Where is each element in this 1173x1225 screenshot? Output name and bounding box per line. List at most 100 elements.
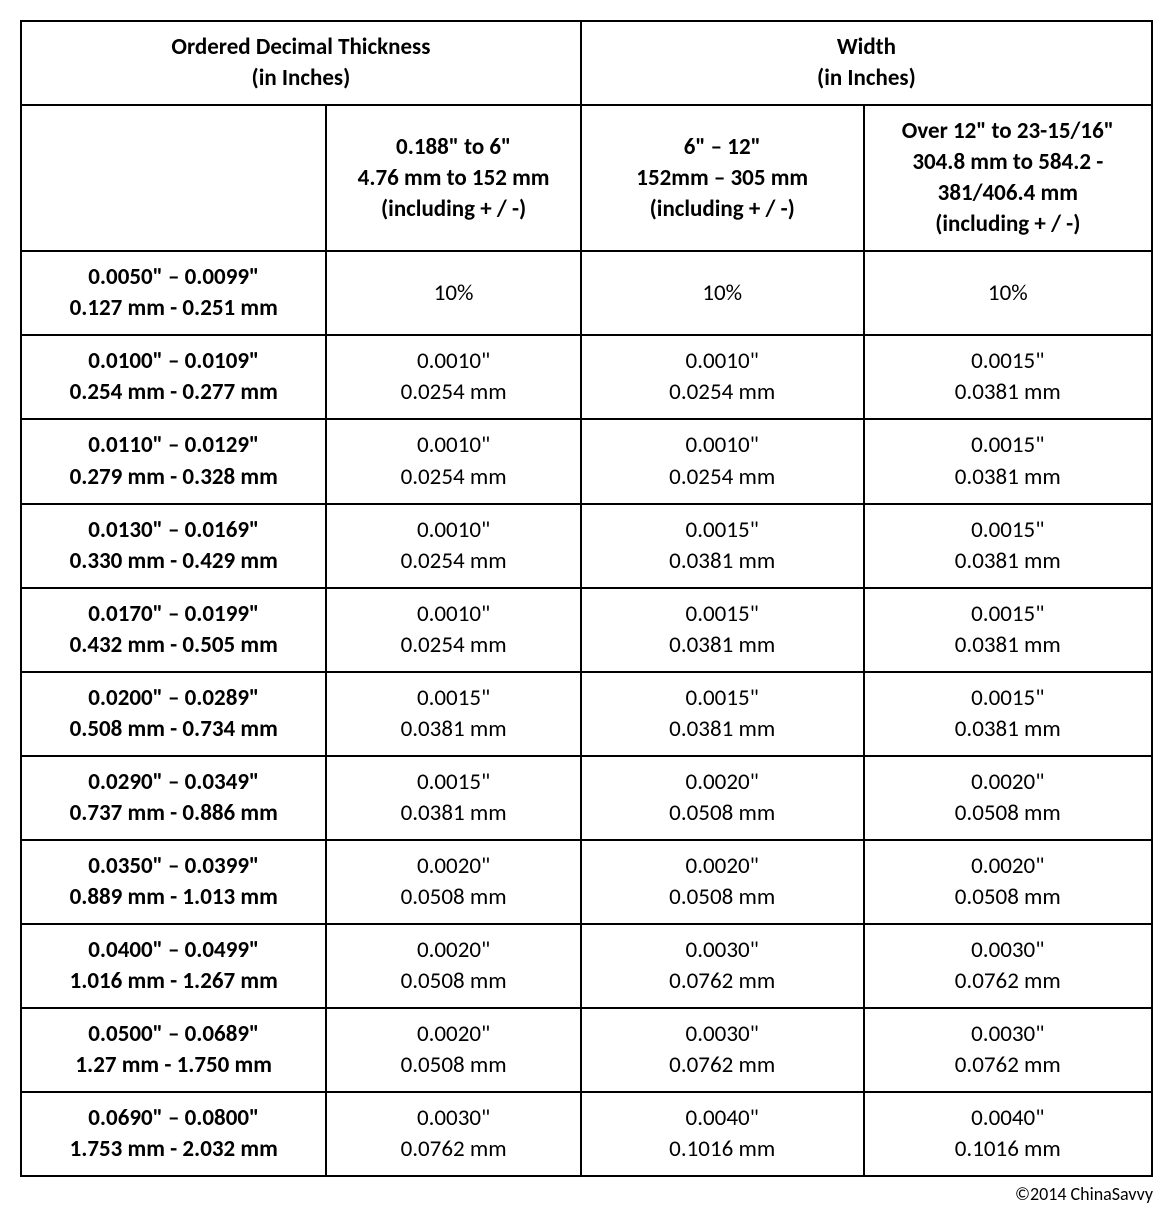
cell-value-mm: 0.0762 mm [401, 1135, 507, 1163]
cell-c4: 0.0040"0.1016 mm [864, 1092, 1152, 1176]
cell-c3: 0.0020"0.0508 mm [581, 840, 864, 924]
header-row-1: Ordered Decimal Thickness (in Inches) Wi… [21, 21, 1152, 105]
cell-c4: 0.0015"0.0381 mm [864, 588, 1152, 672]
cell-c3: 0.0015"0.0381 mm [581, 504, 864, 588]
table-row: 0.0170" – 0.0199"0.432 mm - 0.505 mm0.00… [21, 588, 1152, 672]
cell-value-mm: 0.0508 mm [401, 883, 507, 911]
cell-c3: 0.0010"0.0254 mm [581, 335, 864, 419]
header-row-2: 0.188" to 6" 4.76 mm to 152 mm (includin… [21, 105, 1152, 251]
subheader-col2-l2: 4.76 mm to 152 mm [358, 164, 550, 192]
cell-c2: 0.0010" 0.0254 mm [326, 588, 580, 672]
cell-value-inches: 0.0020" [417, 1020, 490, 1048]
cell-value-inches: 0.0020" [417, 852, 490, 880]
cell-value-mm: 0.0381 mm [955, 378, 1061, 406]
row-label: 0.0500" – 0.0689"1.27 mm - 1.750 mm [21, 1008, 326, 1092]
row-label-mm: 1.016 mm - 1.267 mm [70, 967, 278, 995]
row-label-mm: 1.753 mm - 2.032 mm [70, 1135, 278, 1163]
row-label-inches: 0.0500" – 0.0689" [88, 1020, 259, 1048]
cell-value-mm: 0.0254 mm [401, 378, 507, 406]
cell-value-mm: 0.0381 mm [401, 799, 507, 827]
cell-value-inches: 0.0015" [971, 684, 1044, 712]
cell-value-mm: 0.0381 mm [955, 463, 1061, 491]
cell-c3: 0.0030" 0.0762 mm [581, 924, 864, 1008]
table-row: 0.0110" – 0.0129" 0.279 mm - 0.328 mm 0.00… [21, 419, 1152, 503]
cell-value-mm: 0.0381 mm [669, 547, 775, 575]
row-label-mm: 0.127 mm - 0.251 mm [70, 294, 278, 322]
row-label-mm: 0.737 mm - 0.886 mm [70, 799, 278, 827]
subheader-col3: 6" – 12" 152mm – 305 mm (including + / -… [581, 105, 864, 251]
cell-value-mm: 0.0381 mm [955, 547, 1061, 575]
cell-value-inches: 0.0030" [686, 1020, 759, 1048]
cell-value-mm: 0.0508 mm [669, 799, 775, 827]
row-label-mm: 0.254 mm - 0.277 mm [70, 378, 278, 406]
cell-value-inches: 0.0010" [417, 431, 490, 459]
cell-value-mm: 0.0762 mm [669, 1051, 775, 1079]
subheader-col2-l3: (including + / -) [381, 195, 526, 223]
table-row: 0.0400" – 0.0499"1.016 mm - 1.267 mm0.00… [21, 924, 1152, 1008]
cell-value-mm: 0.0508 mm [955, 799, 1061, 827]
table-row: 0.0130" – 0.0169" 0.330 mm - 0.429 mm 0.00… [21, 504, 1152, 588]
row-label: 0.0050" – 0.0099" 0.127 mm - 0.251 mm [21, 251, 326, 335]
subheader-col3-l2: 152mm – 305 mm [636, 164, 808, 192]
cell-value-inches: 0.0010" [417, 516, 490, 544]
cell-value-mm: 0.0254 mm [401, 547, 507, 575]
cell-c4: 0.0015"0.0381 mm [864, 335, 1152, 419]
cell-c3: 0.0030" 0.0762 mm [581, 1008, 864, 1092]
row-label-inches: 0.0200" – 0.0289" [88, 684, 259, 712]
row-label: 0.0350" – 0.0399" 0.889 mm - 1.013 mm [21, 840, 326, 924]
header-width-line2: (in Inches) [817, 64, 916, 92]
cell-c3: 0.0015"0.0381 mm [581, 588, 864, 672]
cell-c4: 10% [864, 251, 1152, 335]
cell-value-mm: 0.1016 mm [669, 1135, 775, 1163]
cell-value-mm: 0.0508 mm [401, 967, 507, 995]
cell-value-inches: 0.0020" [686, 852, 759, 880]
cell-value-inches: 0.0010" [417, 600, 490, 628]
subheader-col4-l2: 304.8 mm to 584.2 - 381/406.4 mm [912, 148, 1103, 207]
row-label: 0.0100" – 0.0109"0.254 mm - 0.277 mm [21, 335, 326, 419]
header-width-line1: Width [837, 33, 896, 61]
row-label-mm: 0.889 mm - 1.013 mm [70, 883, 278, 911]
subheader-empty [21, 105, 326, 251]
cell-value-inches: 0.0015" [971, 431, 1044, 459]
tolerance-table: Ordered Decimal Thickness (in Inches) Wi… [20, 20, 1153, 1177]
row-label-inches: 0.0290" – 0.0349" [88, 768, 259, 796]
row-label-mm: 0.279 mm - 0.328 mm [70, 463, 278, 491]
cell-c2: 0.0020" 0.0508 mm [326, 840, 580, 924]
cell-value-mm: 0.1016 mm [955, 1135, 1061, 1163]
cell-c2: 0.0010"0.0254 mm [326, 419, 580, 503]
row-label: 0.0170" – 0.0199"0.432 mm - 0.505 mm [21, 588, 326, 672]
subheader-col4: Over 12" to 23-15/16" 304.8 mm to 584.2 … [864, 105, 1152, 251]
cell-value-inches: 10% [434, 279, 474, 307]
cell-value-inches: 0.0040" [686, 1104, 759, 1132]
table-row: 0.0690" – 0.0800"1.753 mm - 2.032 mm 0.00… [21, 1092, 1152, 1176]
cell-c4: 0.0030"0.0762 mm [864, 1008, 1152, 1092]
table-row: 0.0290" – 0.0349" 0.737 mm - 0.886 mm 0.00… [21, 756, 1152, 840]
row-label-mm: 0.508 mm - 0.734 mm [70, 715, 278, 743]
cell-value-inches: 0.0020" [971, 768, 1044, 796]
row-label: 0.0690" – 0.0800"1.753 mm - 2.032 mm [21, 1092, 326, 1176]
cell-c4: 0.0020"0.0508 mm [864, 840, 1152, 924]
row-label-inches: 0.0110" – 0.0129" [88, 431, 259, 459]
cell-c2: 10% [326, 251, 580, 335]
cell-value-mm: 0.0762 mm [955, 967, 1061, 995]
row-label-inches: 0.0050" – 0.0099" [88, 263, 259, 291]
cell-value-mm: 0.0254 mm [669, 378, 775, 406]
cell-value-inches: 0.0015" [686, 684, 759, 712]
table-row: 0.0050" – 0.0099" 0.127 mm - 0.251 mm 10% 1… [21, 251, 1152, 335]
row-label-inches: 0.0170" – 0.0199" [88, 600, 259, 628]
cell-value-inches: 0.0010" [417, 347, 490, 375]
row-label-inches: 0.0350" – 0.0399" [88, 852, 259, 880]
row-label-inches: 0.0130" – 0.0169" [88, 516, 259, 544]
cell-value-inches: 10% [988, 279, 1028, 307]
header-thickness-line1: Ordered Decimal Thickness [171, 33, 430, 61]
cell-value-mm: 0.0762 mm [955, 1051, 1061, 1079]
header-thickness: Ordered Decimal Thickness (in Inches) [21, 21, 581, 105]
cell-value-inches: 0.0020" [417, 936, 490, 964]
cell-value-inches: 0.0010" [686, 431, 759, 459]
row-label-mm: 0.330 mm - 0.429 mm [70, 547, 278, 575]
cell-value-mm: 0.0762 mm [669, 967, 775, 995]
cell-c2: 0.0020"0.0508 mm [326, 1008, 580, 1092]
cell-value-inches: 0.0030" [686, 936, 759, 964]
cell-c4: 0.0015"0.0381 mm [864, 672, 1152, 756]
cell-value-mm: 0.0254 mm [401, 631, 507, 659]
